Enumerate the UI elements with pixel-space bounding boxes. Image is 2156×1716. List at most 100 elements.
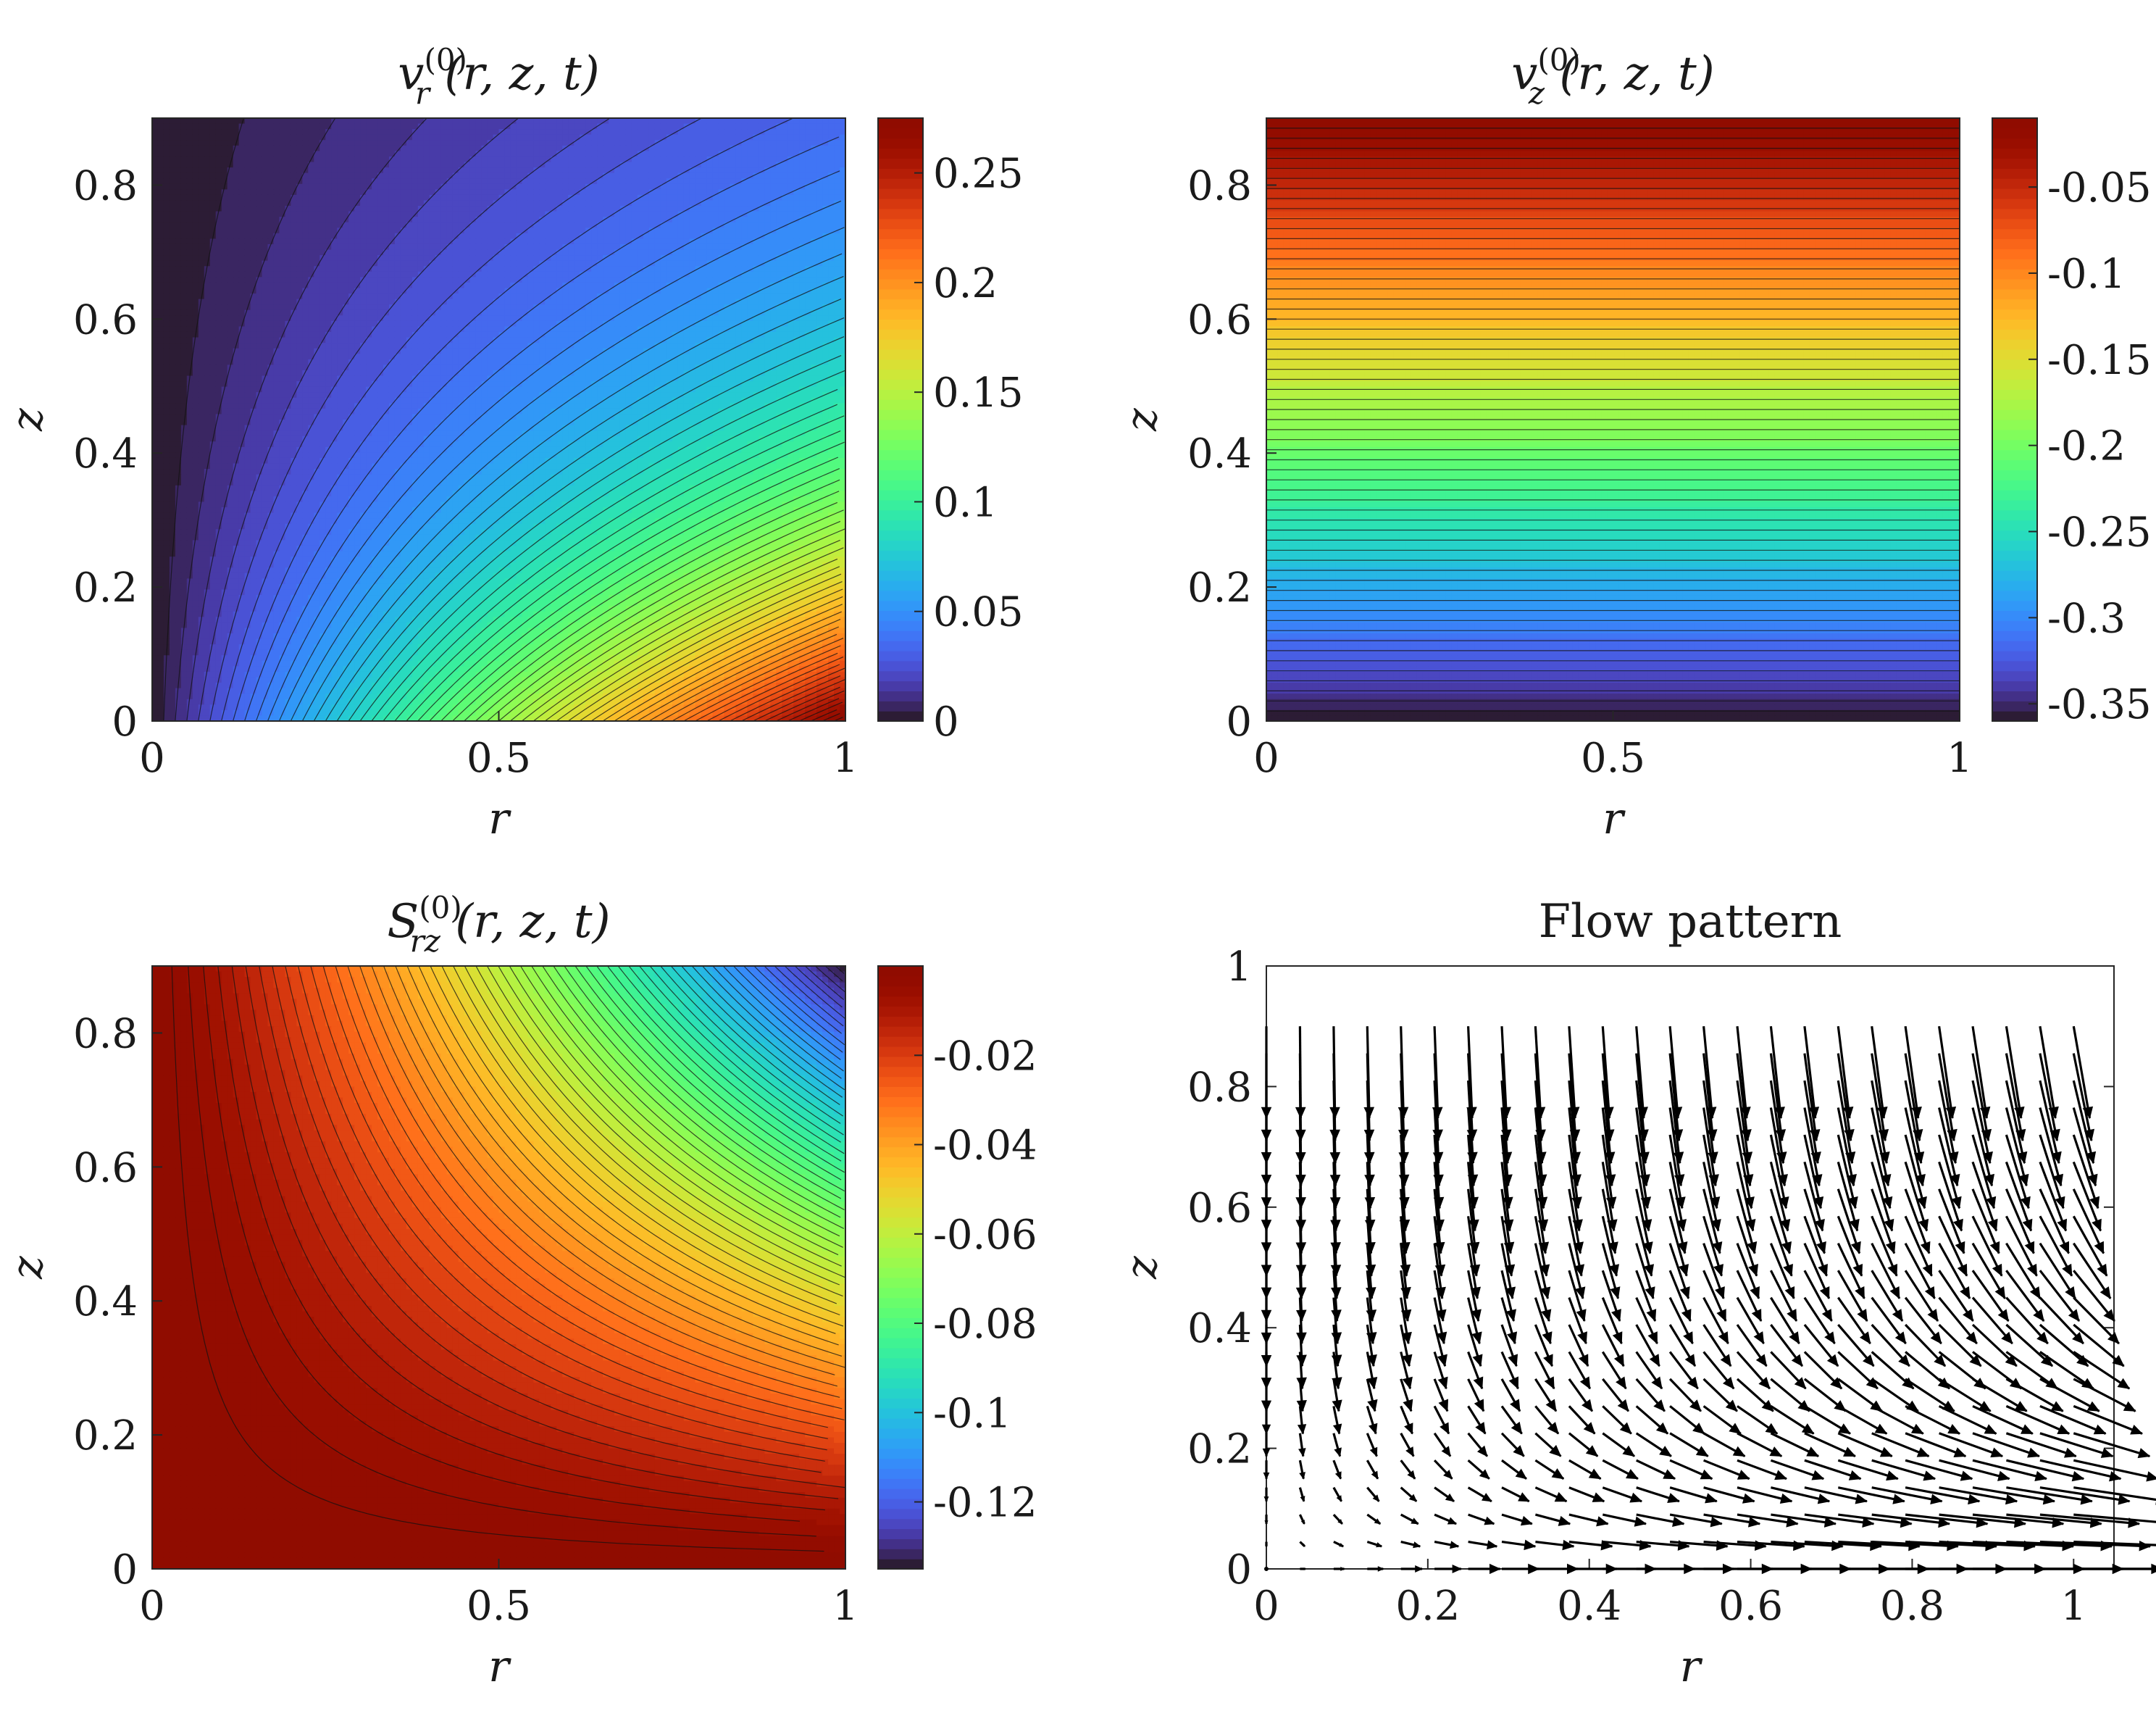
contour-cell	[545, 183, 551, 190]
contour-cell	[764, 162, 771, 168]
contour-cell	[198, 189, 205, 196]
contour-cell	[701, 266, 708, 272]
contour-cell	[440, 129, 448, 136]
contour-cell	[619, 129, 627, 136]
contour-cell	[556, 343, 563, 349]
contour-cell	[764, 309, 771, 316]
contour-cell	[545, 320, 551, 328]
contour-cell	[429, 320, 436, 328]
contour-cell	[787, 134, 794, 141]
contour-cell	[556, 315, 563, 322]
contour-cell	[724, 233, 731, 239]
contour-cell	[706, 315, 714, 322]
contour-cell	[285, 206, 291, 212]
contour-cell	[469, 172, 477, 179]
contour-cell	[417, 222, 425, 228]
contour-cell	[498, 326, 506, 333]
contour-cell	[793, 200, 800, 207]
contour-cell	[244, 118, 251, 125]
contour-cell	[712, 282, 719, 289]
contour-cell	[440, 331, 448, 338]
contour-cell	[464, 217, 471, 223]
contour-cell	[481, 118, 488, 125]
contour-cell	[637, 118, 644, 125]
contour-cell	[539, 255, 546, 262]
contour-cell	[619, 162, 627, 168]
contour-cell	[487, 282, 494, 289]
contour-cell	[186, 145, 193, 151]
contour-cell	[256, 238, 263, 245]
contour-cell	[366, 194, 372, 201]
contour-cell	[417, 309, 425, 316]
contour-cell	[238, 266, 246, 272]
contour-cell	[279, 140, 286, 146]
contour-cell	[591, 151, 598, 157]
contour-cell	[619, 140, 627, 146]
contour-cell	[689, 309, 696, 316]
contour-cell	[388, 206, 396, 212]
contour-cell	[701, 233, 708, 239]
contour-cell	[580, 299, 586, 305]
contour-cell	[481, 123, 488, 130]
contour-cell	[522, 145, 528, 151]
contour-cell	[816, 162, 823, 168]
contour-cell	[221, 118, 228, 125]
contour-cell	[291, 277, 297, 283]
contour-cell	[603, 331, 609, 338]
contour-cell	[516, 271, 522, 278]
contour-cell	[730, 320, 737, 328]
contour-cell	[152, 299, 159, 305]
contour-cell	[816, 271, 823, 278]
contour-cell	[660, 211, 667, 217]
contour-cell	[319, 189, 326, 196]
contour-cell	[273, 206, 280, 212]
contour-cell	[776, 309, 782, 316]
contour-cell	[504, 309, 511, 316]
contour-cell	[660, 282, 667, 289]
contour-cell	[192, 315, 199, 322]
contour-cell	[545, 309, 551, 316]
contour-cell	[157, 217, 164, 223]
contour-cell	[291, 145, 297, 151]
contour-cell	[730, 211, 737, 217]
contour-cell	[221, 134, 228, 141]
contour-cell	[400, 271, 407, 278]
contour-cell	[753, 243, 759, 251]
contour-cell	[423, 266, 430, 272]
contour-cell	[406, 266, 413, 272]
contour-cell	[828, 304, 835, 311]
contour-cell	[510, 343, 517, 349]
contour-cell	[568, 255, 574, 262]
contour-cell	[493, 123, 500, 130]
contour-cell	[816, 194, 823, 201]
contour-cell	[574, 266, 580, 272]
contour-cell	[522, 299, 528, 305]
contour-cell	[591, 337, 598, 343]
contour-cell	[458, 228, 465, 234]
contour-cell	[411, 343, 419, 349]
contour-cell	[180, 167, 188, 174]
contour-cell	[793, 211, 800, 217]
contour-cell	[360, 183, 367, 190]
contour-cell	[175, 343, 182, 349]
contour-cell	[400, 211, 407, 217]
contour-cell	[302, 206, 309, 212]
contour-cell	[701, 140, 708, 146]
contour-cell	[204, 255, 211, 262]
contour-cell	[527, 183, 534, 190]
contour-cell	[539, 194, 546, 201]
contour-cell	[394, 266, 401, 272]
contour-cell	[493, 315, 500, 322]
contour-cell	[677, 217, 685, 223]
contour-cell	[296, 162, 303, 168]
contour-cell	[469, 222, 477, 228]
contour-cell	[747, 331, 753, 338]
contour-cell	[302, 228, 309, 234]
contour-cell	[331, 288, 338, 294]
contour-cell	[256, 172, 263, 179]
contour-cell	[291, 288, 297, 294]
contour-cell	[551, 343, 557, 349]
contour-cell	[718, 288, 725, 294]
contour-cell	[383, 189, 390, 196]
contour-cell	[204, 326, 211, 333]
